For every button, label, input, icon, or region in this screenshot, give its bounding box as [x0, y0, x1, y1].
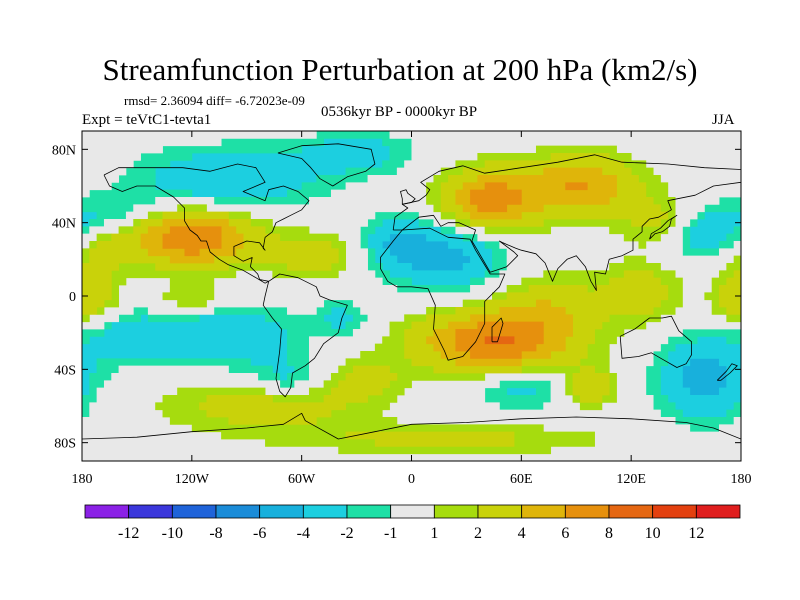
field-level-4 [382, 233, 727, 396]
colorbar-label: -4 [297, 525, 310, 542]
coastline-south-america [262, 273, 348, 398]
coastline-eurasia [392, 154, 741, 291]
colorbar-box [346, 504, 392, 519]
colorbar-label: -1 [384, 525, 397, 542]
coastline-australia [619, 315, 692, 368]
colorbar-label: -6 [253, 525, 266, 542]
colorbar-label: -8 [209, 525, 222, 542]
field-level-9 [82, 153, 741, 447]
colorbar-label: 10 [645, 525, 661, 542]
colorbar-label: 6 [561, 525, 569, 542]
colorbar-box [259, 504, 304, 519]
field-level-12 [484, 336, 515, 345]
y-tick-label: 80S [54, 437, 76, 452]
coastline-greenland [277, 143, 376, 187]
coastlines [82, 143, 741, 440]
x-tick-label: 180 [72, 472, 93, 487]
colorbar-label: -2 [340, 525, 353, 542]
field-level-7 [82, 131, 741, 461]
y-tick-label: 40N [52, 217, 76, 232]
coastline-antarctica [82, 412, 741, 440]
colorbar-box [695, 504, 741, 519]
experiment-label: Expt = teVtC1-tevta1 [82, 112, 212, 128]
y-tick-label: 40S [54, 363, 76, 378]
x-tick-label: 120E [616, 472, 646, 487]
coastline-madagascar [491, 317, 504, 343]
y-tick-label: 80N [52, 143, 76, 158]
stats-label: rmsd= 2.36094 diff= -6.72023e-09 [124, 93, 305, 108]
field-level-8 [82, 145, 741, 455]
period-label: 0536kyr BP - 0000kyr BP [321, 104, 478, 120]
x-tick-label: 0 [408, 472, 415, 487]
colorbar-box [215, 504, 261, 519]
coastline-africa [379, 227, 506, 361]
colorbar-box [433, 504, 479, 519]
x-tick-label: 60W [288, 472, 316, 487]
axes: 180 120W 60W 0 60E 120E 180 80N 40N 0 40S 80S [52, 131, 752, 487]
coastline-japan [649, 214, 678, 240]
x-tick-label: 180 [731, 472, 752, 487]
colorbar-box [521, 504, 566, 519]
y-tick-label: 0 [69, 290, 76, 305]
colorbar-label: 8 [605, 525, 613, 542]
colorbar-label: 2 [474, 525, 482, 542]
coastline-north-america [103, 163, 310, 284]
colorbar-box [128, 504, 173, 519]
colorbar-label: 1 [430, 525, 438, 542]
colorbar-box [608, 504, 654, 519]
colorbar: -12 -10 -8 -6 -4 -2 -1 1 2 4 6 8 10 12 [84, 504, 741, 542]
coastline-new-zealand [716, 363, 738, 381]
chart-title: Streamfunction Perturbation at 200 hPa (… [102, 52, 698, 87]
colorbar-label: -10 [162, 525, 183, 542]
streamfunction-field [82, 131, 741, 461]
field-level-10 [140, 167, 617, 367]
colorbar-box [302, 504, 348, 519]
colorbar-box [84, 504, 130, 519]
colorbar-box [171, 504, 217, 519]
colorbar-label: 12 [688, 525, 704, 542]
colorbar-box [564, 504, 610, 519]
coastline-great-britain [400, 189, 416, 205]
colorbar-box [652, 504, 697, 519]
colorbar-box [390, 504, 435, 519]
colorbar-label: -12 [118, 525, 139, 542]
colorbar-label: 4 [518, 525, 526, 542]
colorbar-box [477, 504, 523, 519]
season-label: JJA [712, 112, 735, 128]
x-tick-label: 120W [175, 472, 210, 487]
x-tick-label: 60E [510, 472, 533, 487]
field-level-6 [82, 131, 741, 433]
